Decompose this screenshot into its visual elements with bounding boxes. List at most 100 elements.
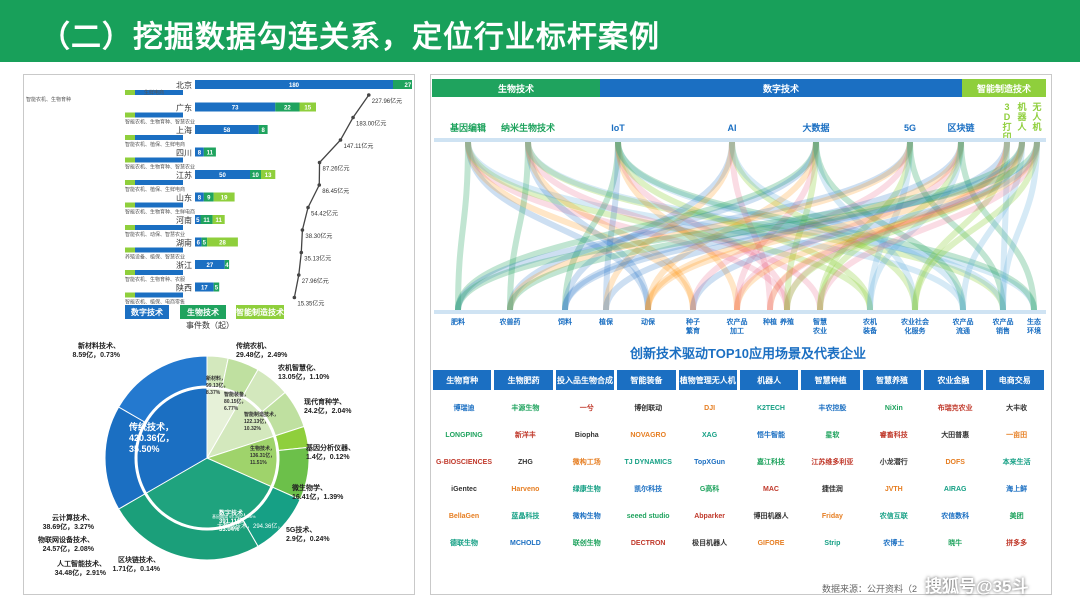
grid-header: 机器人 [740,370,799,390]
bar-value-label: 6 [197,241,201,247]
outer-label-value: 1.4亿，0.12% [306,452,350,461]
bar-value-label: 4 [225,263,229,269]
company-logo: 德联生物 [450,540,478,547]
outer-label-value: 1.71亿，0.14% [113,564,161,573]
bar-value-label: 50 [219,173,226,179]
company-logo: Harveno [511,485,540,493]
sankey-flow [562,141,735,311]
bar-segment [250,170,261,179]
company-logo: 小龙潜行 [879,459,908,466]
vertical-tech-char: 器 [1016,112,1027,122]
sankey-flow [465,141,790,311]
sankey-flow [465,141,651,311]
outer-label-name: 基因分析仪器、 [305,443,355,452]
sankey-flow [912,141,1010,311]
tag-bar [125,202,183,208]
investment-label: 147.11亿元 [343,142,373,150]
bar-value-label: 10 [252,173,259,179]
sankey-flow [525,141,823,311]
company-logo: 极目机器人 [692,540,728,547]
tech-label: IoT [611,123,625,133]
investment-label: 15.35亿元 [297,300,324,308]
sankey-bottom-bar [434,310,1046,314]
province-subtags: 智能农机、生物育种、智慧农业 [125,119,195,126]
bar-value-label: 8 [262,128,266,134]
company-logo: 拼多多 [1006,540,1028,547]
sankey-flow [784,141,1010,311]
line-point [366,93,371,97]
company-logo: 海上鲜 [1006,486,1028,493]
bar-value-label: 58 [224,128,231,134]
bar-segment [195,260,225,269]
tag-bar-accent [125,292,135,298]
bar-value-label: 22 [284,106,291,112]
inner-label-name: 智能制造技术， [244,411,279,418]
scene-label-line1: 农产品 [952,317,974,326]
sankey-flow [615,141,1006,311]
outer-label-name: 农机智慧化、 [277,363,320,372]
inner-label-value: 99.13亿， [206,382,229,389]
bar-segment [195,170,250,179]
scene-label: 农兽药 [499,317,521,326]
grid-header: 植物管理无人机 [678,370,737,390]
province-subtags: 智能农机、植保、生鲜电商 [125,186,185,193]
scene-label: 种植 [762,317,777,326]
bar-segment [224,260,230,269]
bar-value-label: 11 [207,151,214,157]
sankey-flow [958,141,1037,311]
tech-label: 纳米生物技术 [501,122,555,133]
investment-label: 87.26亿元 [323,165,350,173]
sankey-top-bar [434,138,1046,142]
inner-label-small: 基因编辑 94.30亿 7.96% [212,513,256,519]
company-logo: G-BIOSCIENCES [435,458,492,466]
scene-label: 养殖 [779,317,794,326]
company-logo: MCHOLD [510,539,541,547]
bar-value-label: 73 [232,106,239,112]
x-axis-label: 事件数（起） [186,321,234,330]
company-logo: 农信数科 [941,513,970,520]
sankey-flow [603,141,621,311]
company-logo: 悟牛智能 [757,432,785,439]
tag-bar-accent [125,157,135,163]
province-label: 湖南 [176,238,192,248]
company-logo: XAG [702,431,718,439]
tag-bar [125,247,183,253]
sankey-flow [813,141,966,311]
grid-header: 智慧种植 [801,370,860,390]
grid-header: 智能装备 [617,370,676,390]
sankey-flow [729,141,966,311]
company-logo: 江苏维多利亚 [811,459,854,466]
company-logo: seeed studio [626,512,670,520]
tag-bar-accent [125,112,135,118]
bar-value-label: 5 [196,218,200,224]
sankey-flow [615,141,873,311]
company-logo: 布瑞克农业 [937,405,973,412]
title-banner: （二）挖掘数据勾连关系，定位行业标杆案例 [0,0,1080,62]
inner-label-name: 数字技术， [219,509,249,517]
outer-label-name: 新材料技术、 [78,341,120,350]
outer-label-name: 云计算技术、 [52,513,94,522]
sankey-flow [645,141,964,311]
company-logo: 蓝晶科技 [511,513,540,520]
bar-segment [195,282,214,292]
bar-segment [195,237,202,247]
company-logo: TopXGun [694,458,726,466]
company-logo: 丰源生物 [511,405,540,412]
company-logo: 丰农控股 [818,405,847,412]
outer-label-name: 现代育种学、 [304,397,346,406]
band-smart: 智能制造技术 [962,79,1046,97]
outer-label-value: 16.41亿，1.39% [292,492,344,501]
vertical-tech-char: 机 [1017,101,1026,112]
scene-label-line2: 流通 [956,326,971,335]
scene-label-line2: 销售 [995,326,1010,335]
inner-label-name: 传统技术， [128,421,174,432]
band-bio: 生物技术 [432,79,600,97]
bar-value-label: 9 [207,196,211,202]
scene-label-line1: 农业社会 [900,317,930,326]
investment-label: 183.00亿元 [356,120,386,128]
province-subtags: 智能农机、动保、智慧农业 [125,231,185,238]
bar-segment [203,192,214,202]
bar-value-label: 11 [215,218,222,224]
vertical-tech-char: 3 [1004,102,1009,112]
outer-label-name: 物联网设备技术、 [38,535,94,544]
